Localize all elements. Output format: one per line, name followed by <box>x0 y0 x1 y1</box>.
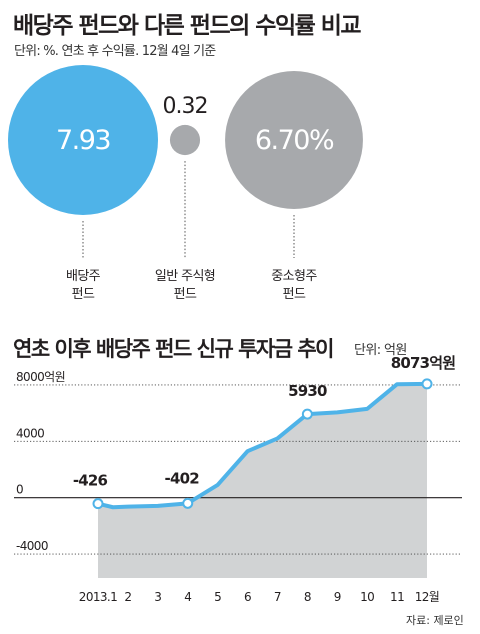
data-label: -426 <box>73 472 108 490</box>
y-tick-label: 4000 <box>16 426 44 440</box>
x-tick-label: 12월 <box>415 590 440 604</box>
data-point-marker <box>301 408 313 420</box>
data-point-marker <box>92 498 104 510</box>
y-tick-label: 0 <box>16 483 23 497</box>
bubble-value-2: 6.70% <box>255 125 334 156</box>
y-tick-label: -4000 <box>16 539 48 553</box>
bubble-value-0: 7.93 <box>56 125 110 156</box>
x-tick-label: 8 <box>304 590 311 604</box>
x-tick-label: 11 <box>390 590 404 604</box>
data-label: 5930 <box>288 382 327 400</box>
data-point-marker <box>421 378 433 390</box>
bubble-value-1: 0.32 <box>163 94 208 119</box>
bubble-label-2-0: 중소형주 <box>271 269 317 284</box>
bubble-2 <box>225 71 363 209</box>
data-label: -402 <box>165 469 200 487</box>
bubble-1 <box>169 124 201 156</box>
bubble-label-1-0: 일반 주식형 <box>155 269 215 284</box>
series-line <box>96 381 429 510</box>
x-tick-label: 4 <box>184 590 191 604</box>
y-tick-label: 8000억원 <box>16 370 65 384</box>
bubble-label-0-1: 펀드 <box>72 287 95 302</box>
bubble-label-0-0: 배당주 <box>66 269 101 284</box>
x-tick-label: 3 <box>154 590 161 604</box>
data-label: 8073억원 <box>391 354 456 372</box>
x-tick-label: 6 <box>244 590 251 604</box>
x-tick-label: 2 <box>124 590 131 604</box>
area-fill <box>98 383 427 578</box>
x-tick-label: 10 <box>360 590 374 604</box>
bubble-chart-title: 배당주 펀드와 다른 펀드의 수익률 비교 <box>13 13 362 39</box>
bubble-chart-subtitle: 단위: %. 연초 후 수익률. 12월 4일 기준 <box>14 44 216 59</box>
bubble-label-1-1: 펀드 <box>174 287 197 302</box>
line-chart-unit: 단위: 억원 <box>354 343 407 358</box>
x-tick-label: 5 <box>214 590 221 604</box>
bubble-label-2-1: 펀드 <box>283 287 306 302</box>
x-tick-label: 7 <box>274 590 281 604</box>
data-point-marker <box>182 497 194 509</box>
bubble-0 <box>8 65 158 215</box>
x-tick-label: 2013.1 <box>79 590 117 604</box>
x-tick-label: 9 <box>334 590 341 604</box>
line-chart-title: 연초 이후 배당주 펀드 신규 투자금 추이 <box>13 337 335 361</box>
source-note: 자료: 제로인 <box>406 614 464 627</box>
